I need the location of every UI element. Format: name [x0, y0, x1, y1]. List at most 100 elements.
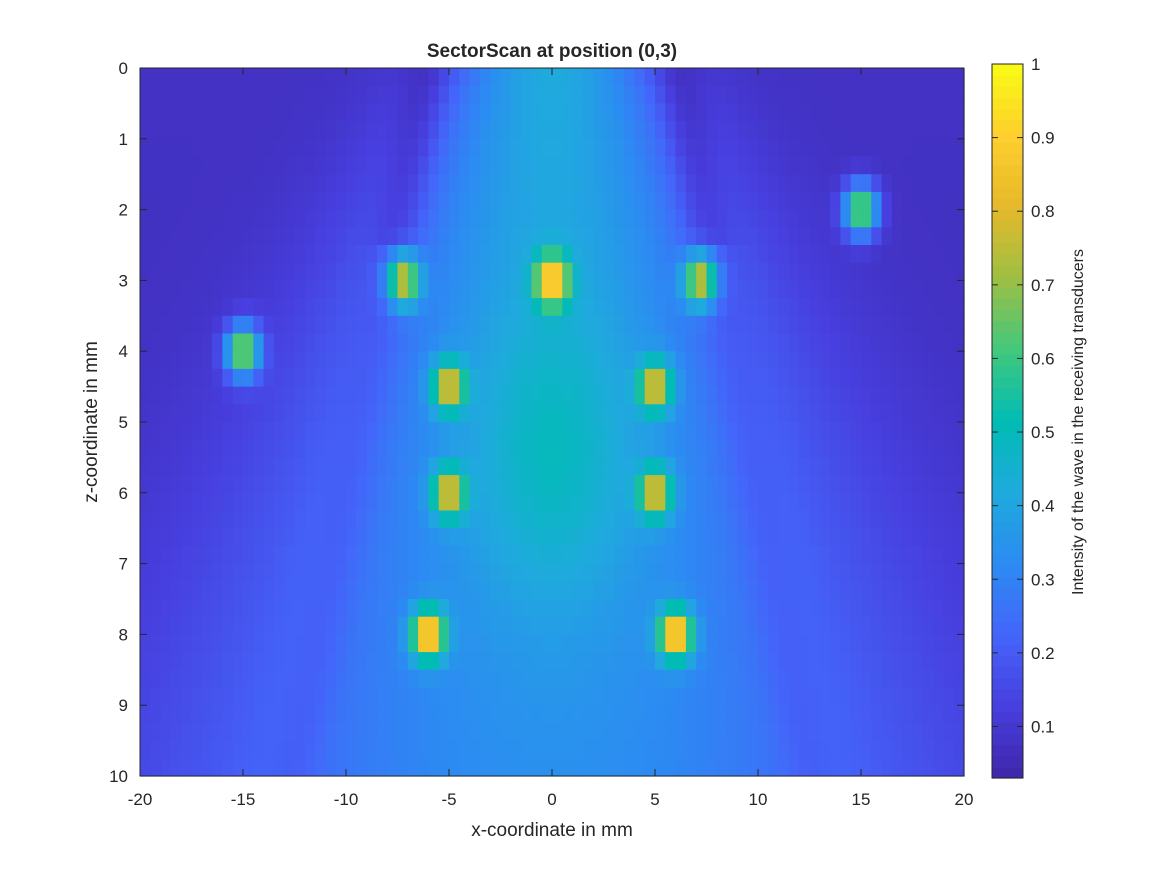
heatmap-cell — [315, 510, 326, 529]
heatmap-cell — [181, 174, 193, 193]
heatmap-cell — [304, 510, 316, 529]
heatmap-cell — [603, 669, 615, 689]
heatmap-cell — [953, 280, 965, 299]
heatmap-cell — [902, 351, 914, 370]
heatmap-cell — [655, 298, 666, 317]
heatmap-cell — [531, 422, 543, 441]
heatmap-cell — [490, 705, 502, 724]
heatmap-cell — [953, 191, 965, 211]
heatmap-cell — [160, 138, 172, 158]
heatmap-cell — [222, 103, 234, 122]
heatmap-cell — [902, 245, 914, 264]
heatmap-cell — [510, 121, 522, 140]
heatmap-cell — [861, 227, 872, 246]
heatmap-cell — [201, 475, 213, 494]
heatmap-cell — [407, 616, 419, 635]
heatmap-cell — [438, 652, 450, 671]
heatmap-cell — [634, 351, 646, 370]
heatmap-cell — [809, 722, 821, 742]
heatmap-cell — [510, 634, 522, 653]
heatmap-cell — [850, 616, 862, 635]
heatmap-cell — [222, 758, 234, 777]
heatmap-cell — [325, 581, 337, 600]
colorbar-label: Intensity of the wave in the receiving t… — [1070, 249, 1087, 595]
heatmap-cell — [902, 191, 914, 211]
x-tick-label: -10 — [334, 790, 359, 809]
heatmap-cell — [768, 191, 780, 211]
heatmap-cell — [263, 280, 275, 299]
heatmap-cell — [150, 174, 162, 193]
heatmap-cell — [685, 457, 697, 476]
heatmap-cell — [232, 581, 244, 600]
heatmap-cell — [469, 156, 481, 175]
heatmap-cell — [830, 687, 841, 706]
heatmap-cell — [253, 563, 265, 582]
heatmap-cell — [871, 209, 883, 228]
heatmap-cell — [809, 669, 821, 689]
heatmap-cell — [696, 121, 708, 140]
heatmap-cell — [737, 634, 749, 653]
heatmap-cell — [243, 758, 254, 777]
heatmap-cell — [315, 634, 326, 653]
heatmap-cell — [284, 457, 296, 476]
heatmap-cell — [613, 616, 625, 635]
heatmap-cell — [263, 705, 275, 724]
heatmap-cell — [490, 85, 502, 104]
heatmap-cell — [479, 528, 491, 547]
heatmap-cell — [541, 103, 553, 122]
heatmap-cell — [562, 634, 574, 653]
heatmap-cell — [212, 758, 223, 777]
heatmap-cell — [397, 457, 409, 476]
heatmap-cell — [624, 156, 635, 175]
heatmap-cell — [655, 280, 666, 299]
heatmap-cell — [181, 262, 193, 281]
heatmap-cell — [582, 103, 594, 122]
heatmap-cell — [582, 121, 594, 140]
heatmap-cell — [181, 652, 193, 671]
heatmap-cell — [562, 262, 574, 281]
heatmap-cell — [850, 156, 862, 175]
heatmap-cell — [304, 262, 316, 281]
heatmap-cell — [861, 333, 872, 352]
heatmap-cell — [531, 581, 543, 600]
colorbar-segment — [992, 153, 1023, 166]
heatmap-cell — [469, 722, 481, 742]
heatmap-cell — [809, 687, 821, 706]
heatmap-cell — [871, 545, 883, 565]
heatmap-cell — [685, 581, 697, 600]
colorbar-segment — [992, 666, 1023, 679]
heatmap-cell — [706, 262, 718, 281]
heatmap-cell — [438, 298, 450, 317]
heatmap-cell — [819, 227, 831, 246]
heatmap-cell — [943, 351, 955, 370]
heatmap-cell — [490, 563, 502, 582]
heatmap-cell — [871, 121, 883, 140]
heatmap-cell — [593, 174, 605, 193]
heatmap-cell — [933, 599, 944, 618]
heatmap-cell — [891, 652, 903, 671]
heatmap-cell — [315, 315, 326, 335]
heatmap-cell — [871, 581, 883, 600]
heatmap-cell — [356, 652, 368, 671]
heatmap-cell — [315, 85, 326, 104]
heatmap-cell — [387, 351, 399, 370]
heatmap-cell — [675, 563, 687, 582]
heatmap-cell — [397, 315, 409, 335]
colorbar-segment — [992, 722, 1023, 734]
heatmap-cell — [891, 280, 903, 299]
heatmap-cell — [912, 351, 924, 370]
heatmap-cell — [840, 121, 852, 140]
heatmap-cell — [376, 156, 388, 175]
heatmap-cell — [644, 280, 656, 299]
heatmap-cell — [181, 103, 193, 122]
heatmap-cell — [304, 563, 316, 582]
heatmap-cell — [376, 386, 388, 405]
heatmap-cell — [160, 85, 172, 104]
heatmap-cell — [778, 758, 790, 777]
heatmap-cell — [243, 121, 254, 140]
heatmap-cell — [418, 209, 429, 228]
heatmap-cell — [284, 174, 296, 193]
heatmap-cell — [933, 174, 944, 193]
heatmap-cell — [933, 156, 944, 175]
heatmap-cell — [912, 492, 924, 512]
